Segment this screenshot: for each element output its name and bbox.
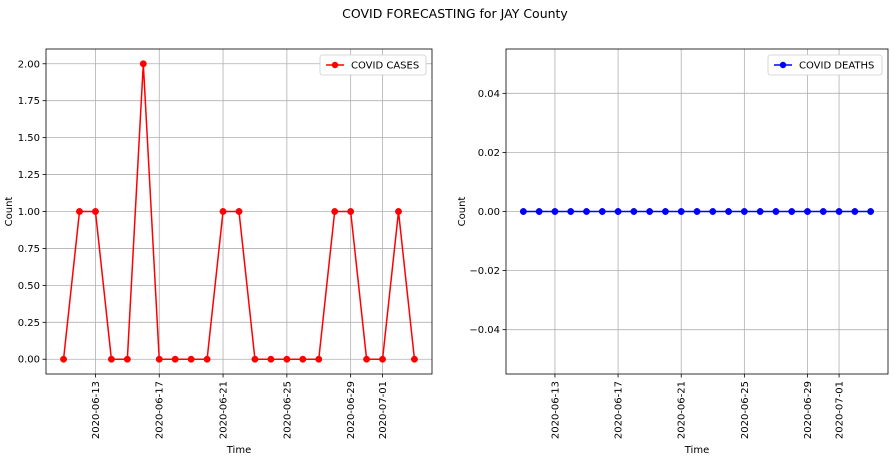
data-point bbox=[395, 208, 402, 215]
data-point bbox=[661, 208, 669, 215]
data-point bbox=[331, 208, 339, 215]
y-tick-label: −0.04 bbox=[469, 325, 500, 336]
y-tick-label: 1.00 bbox=[18, 207, 40, 218]
x-tick-label: 2020-06-29 bbox=[803, 381, 814, 439]
data-point bbox=[76, 208, 83, 215]
y-tick-label: 0.75 bbox=[18, 244, 40, 255]
data-point bbox=[788, 208, 796, 215]
x-tick-label: 2020-06-21 bbox=[219, 381, 230, 439]
data-point bbox=[551, 208, 559, 215]
x-tick-label: 2020-06-21 bbox=[677, 381, 688, 439]
data-point bbox=[363, 355, 371, 363]
x-tick-label: 2020-06-17 bbox=[155, 381, 166, 439]
y-axis-label: Count bbox=[457, 197, 468, 227]
x-tick-label: 2020-06-25 bbox=[740, 381, 751, 439]
data-point bbox=[315, 355, 323, 363]
data-point bbox=[235, 208, 243, 215]
data-point bbox=[630, 208, 638, 215]
legend-box bbox=[319, 54, 427, 76]
data-point bbox=[646, 208, 654, 215]
data-point bbox=[267, 355, 275, 363]
data-point bbox=[835, 208, 843, 215]
data-point bbox=[107, 355, 115, 363]
y-tick-label: 2.00 bbox=[18, 59, 40, 70]
y-tick-label: 1.50 bbox=[18, 133, 40, 144]
legend-box bbox=[767, 54, 883, 76]
y-tick-label: 1.25 bbox=[18, 170, 40, 181]
data-point bbox=[614, 208, 622, 215]
y-tick-label: 0.02 bbox=[478, 148, 500, 159]
data-point bbox=[725, 208, 733, 215]
data-point bbox=[219, 208, 227, 215]
y-tick-label: 1.75 bbox=[18, 96, 40, 107]
x-tick-label: 2020-06-13 bbox=[550, 381, 561, 439]
x-axis-label: Time bbox=[684, 445, 709, 456]
legend-label: COVID DEATHS bbox=[799, 61, 874, 72]
data-point bbox=[756, 208, 764, 215]
legend-label: COVID CASES bbox=[351, 61, 419, 72]
data-point bbox=[171, 355, 179, 363]
y-tick-label: 0.04 bbox=[478, 89, 500, 100]
axes-covid-cases: 0.00 0.25 0.50 0.75 1.00 1.25 1.50 1.75 2.00 2020… bbox=[4, 48, 433, 456]
data-point bbox=[299, 355, 307, 363]
data-point bbox=[598, 208, 606, 215]
y-tick-label: −0.02 bbox=[469, 266, 500, 277]
legend-marker bbox=[331, 61, 339, 69]
data-point bbox=[772, 208, 780, 215]
legend-marker bbox=[779, 61, 787, 69]
data-point bbox=[379, 355, 387, 363]
x-tick-label: 2020-06-25 bbox=[282, 381, 293, 439]
data-point bbox=[155, 355, 163, 363]
data-point bbox=[347, 208, 355, 215]
y-axis-label: Count bbox=[4, 197, 15, 227]
x-tick-label: 2020-06-29 bbox=[346, 381, 357, 439]
y-tick-label: 0.50 bbox=[18, 281, 40, 292]
data-point bbox=[535, 208, 543, 215]
data-point bbox=[411, 355, 418, 363]
data-point bbox=[187, 355, 195, 363]
data-point bbox=[203, 355, 211, 363]
data-point bbox=[567, 208, 575, 215]
data-point bbox=[91, 208, 99, 215]
x-tick-label: 2020-07-01 bbox=[378, 381, 389, 439]
y-tick-label: 0.00 bbox=[18, 355, 40, 366]
data-point bbox=[867, 208, 875, 215]
data-point bbox=[740, 208, 748, 215]
data-point bbox=[139, 60, 147, 68]
x-tick-label: 2020-06-13 bbox=[91, 381, 102, 439]
data-point bbox=[677, 208, 685, 215]
data-point bbox=[283, 355, 291, 363]
axes-frame bbox=[45, 48, 433, 375]
x-axis-label: Time bbox=[226, 445, 251, 456]
x-tick-label: 2020-07-01 bbox=[835, 381, 846, 439]
figure-title: COVID FORECASTING for JAY County bbox=[342, 6, 568, 21]
axes-frame bbox=[505, 48, 889, 375]
data-point bbox=[519, 208, 527, 215]
data-point bbox=[819, 208, 827, 215]
data-point bbox=[804, 208, 811, 215]
y-tick-label: 0.25 bbox=[18, 318, 40, 329]
data-point bbox=[709, 208, 717, 215]
data-point bbox=[583, 208, 590, 215]
axes-covid-deaths: −0.04 −0.02 0.00 0.02 0.04 2020-06-13 2020-06-… bbox=[457, 48, 889, 456]
data-point bbox=[851, 208, 859, 215]
y-tick-label: 0.00 bbox=[478, 207, 500, 218]
data-point bbox=[693, 208, 701, 215]
data-point bbox=[251, 355, 259, 363]
x-tick-label: 2020-06-17 bbox=[614, 381, 625, 439]
data-point bbox=[123, 355, 131, 363]
data-point bbox=[60, 355, 67, 363]
